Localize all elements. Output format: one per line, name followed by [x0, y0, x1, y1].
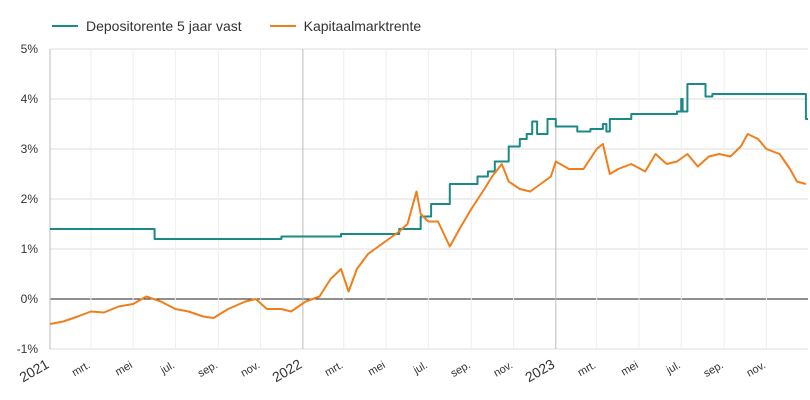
- x-tick-label: mrt.: [70, 359, 92, 379]
- x-tick-label: 2021: [17, 356, 52, 386]
- x-tick-label: mrt.: [323, 359, 345, 379]
- x-tick-label: sep.: [449, 359, 473, 380]
- x-tick-label: nov.: [239, 359, 262, 379]
- legend-item-depositorente[interactable]: Depositorente 5 jaar vast: [52, 18, 242, 34]
- legend-label-depositorente: Depositorente 5 jaar vast: [86, 18, 242, 34]
- x-gridlines: [49, 49, 767, 349]
- x-tick-label: sep.: [196, 359, 220, 380]
- chart-legend: Depositorente 5 jaar vast Kapitaalmarktr…: [52, 18, 421, 34]
- legend-swatch-kapitaalmarktrente: [269, 25, 296, 27]
- y-tick-label: 5%: [21, 42, 39, 56]
- x-tick-label: nov.: [745, 359, 768, 379]
- x-tick-label: 2023: [522, 356, 557, 386]
- x-tick-label: nov.: [492, 359, 515, 379]
- y-tick-label: 2%: [21, 192, 39, 206]
- legend-item-kapitaalmarktrente[interactable]: Kapitaalmarktrente: [269, 18, 422, 34]
- x-tick-label: jul.: [411, 359, 430, 377]
- x-tick-label: mei: [113, 359, 134, 378]
- series-line-kapitaalmarktrente: [49, 133, 807, 325]
- x-tick-label: mrt.: [576, 359, 598, 379]
- legend-label-kapitaalmarktrente: Kapitaalmarktrente: [303, 18, 422, 34]
- x-tick-label: mei: [619, 359, 640, 378]
- y-tick-label: 0%: [21, 292, 39, 306]
- y-tick-label: 1%: [21, 242, 39, 256]
- x-tick-label: 2022: [269, 356, 304, 386]
- legend-swatch-depositorente: [52, 25, 78, 27]
- x-tick-label: sep.: [702, 359, 726, 380]
- x-axis-tick-labels: 2021 mrt. mei jul. sep. nov. 2022 mrt. mei jul. se…: [17, 356, 768, 386]
- y-axis-tick-labels: -1% 0% 1% 2% 3% 4% 5%: [17, 42, 39, 356]
- y-tick-label: 3%: [21, 142, 39, 156]
- y-tick-label: -1%: [17, 342, 39, 356]
- x-tick-label: jul.: [158, 359, 177, 377]
- series-lines: [49, 83, 808, 325]
- x-tick-label: jul.: [664, 359, 683, 377]
- y-tick-label: 4%: [21, 92, 39, 106]
- x-tick-label: mei: [366, 359, 387, 378]
